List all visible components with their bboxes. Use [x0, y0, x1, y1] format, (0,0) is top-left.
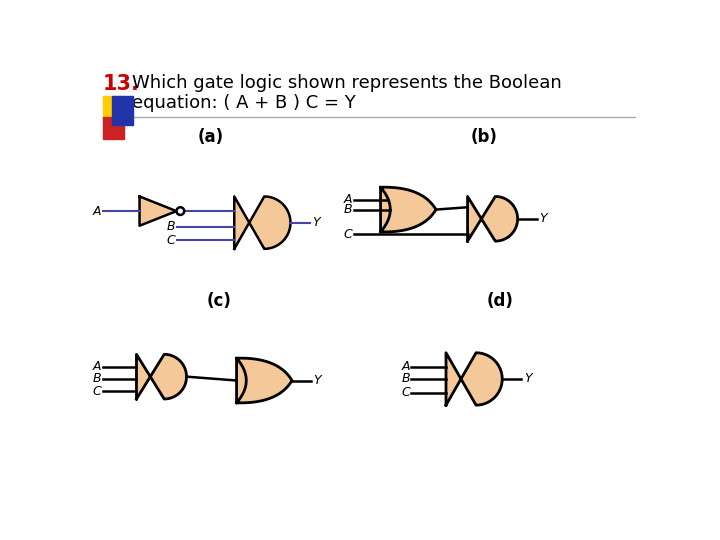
Text: A: A: [401, 360, 410, 373]
Polygon shape: [137, 354, 186, 399]
Bar: [102, 117, 124, 139]
Text: A: A: [343, 193, 352, 206]
Polygon shape: [140, 197, 176, 226]
Bar: [102, 96, 124, 117]
Text: C: C: [166, 234, 175, 247]
Polygon shape: [446, 353, 503, 405]
Bar: [112, 96, 133, 125]
Circle shape: [176, 207, 184, 215]
Polygon shape: [381, 187, 436, 232]
Text: Y: Y: [523, 373, 531, 386]
Text: B: B: [401, 373, 410, 386]
Polygon shape: [237, 358, 292, 403]
Text: B: B: [92, 373, 101, 386]
Text: Y: Y: [314, 374, 321, 387]
Text: (c): (c): [207, 292, 231, 310]
Text: Y: Y: [539, 212, 546, 225]
Polygon shape: [467, 197, 518, 241]
Polygon shape: [234, 197, 290, 249]
Text: C: C: [92, 385, 101, 398]
Text: Y: Y: [312, 216, 320, 229]
Text: C: C: [401, 386, 410, 399]
Text: A: A: [93, 205, 101, 218]
Text: 13.: 13.: [102, 74, 140, 94]
Text: (d): (d): [487, 292, 513, 310]
Text: (a): (a): [198, 128, 224, 146]
Text: C: C: [343, 228, 352, 241]
Text: B: B: [166, 220, 175, 233]
Text: A: A: [93, 360, 101, 373]
Text: equation: ( A + B ) C = Y: equation: ( A + B ) C = Y: [132, 94, 356, 112]
Text: (b): (b): [471, 128, 498, 146]
Text: B: B: [343, 203, 352, 216]
Text: Which gate logic shown represents the Boolean: Which gate logic shown represents the Bo…: [132, 74, 562, 92]
